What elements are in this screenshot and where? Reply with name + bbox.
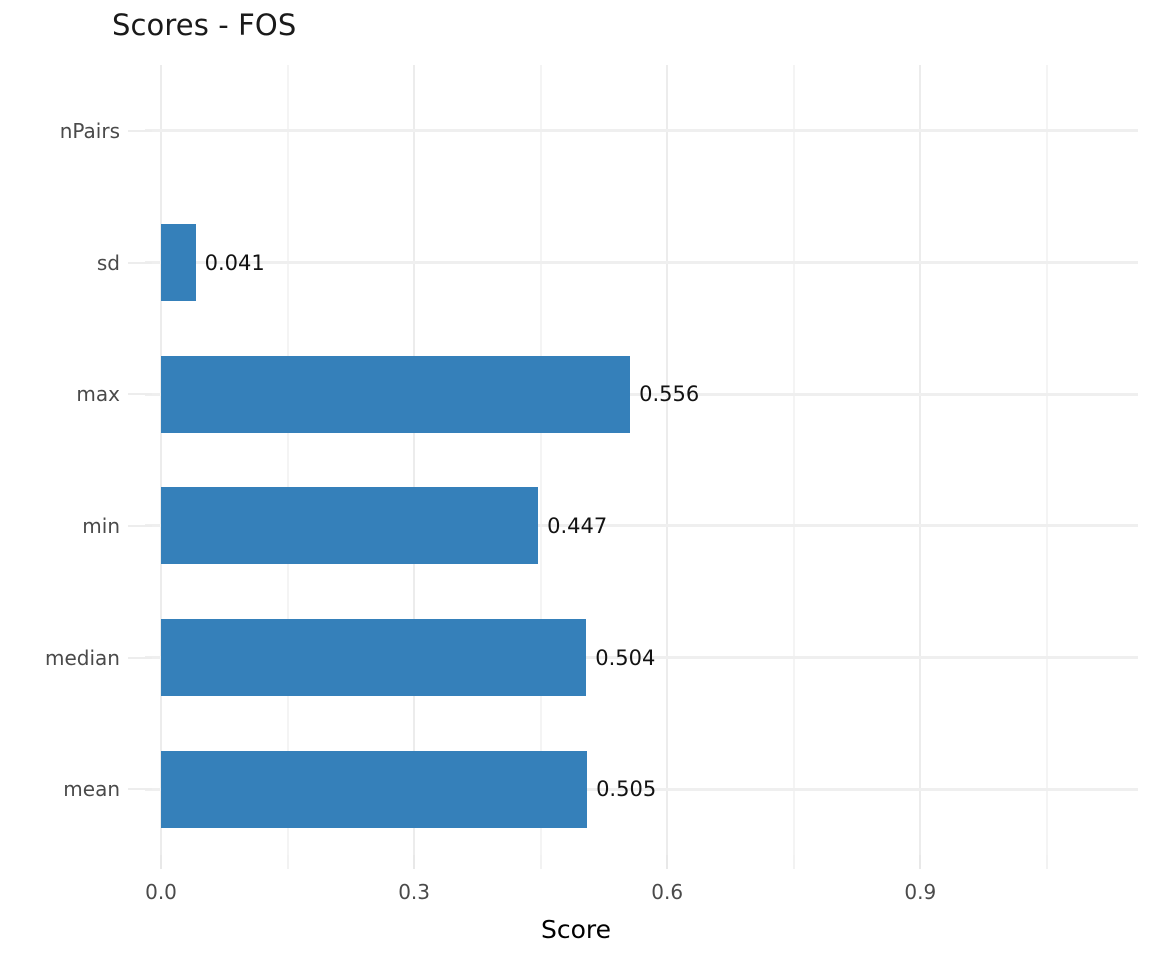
- x-axis-tick-minor: [792, 855, 795, 869]
- bar-value-label-sd: 0.041: [204, 250, 265, 275]
- gridline-horizontal: [145, 656, 1138, 659]
- y-axis-tick-min: [128, 524, 152, 527]
- x-axis-tick-0.6: [666, 855, 669, 869]
- x-axis-tick-minor: [539, 855, 542, 869]
- bar-value-label-min: 0.447: [547, 513, 608, 538]
- bar-median: [161, 619, 587, 696]
- y-axis-label-max: max: [76, 382, 120, 407]
- bar-value-label-max: 0.556: [639, 382, 700, 407]
- gridline-vertical-major: [919, 65, 922, 855]
- gridline-vertical-minor: [539, 65, 542, 855]
- x-axis-title: Score: [540, 915, 612, 944]
- x-axis-tick-labels: 0.0 0.3 0.6 0.9: [145, 880, 1138, 910]
- x-axis-tick-0.0: [160, 855, 162, 869]
- y-axis-label-min: min: [82, 513, 120, 538]
- x-axis-tick-minor: [1045, 855, 1048, 869]
- y-axis-tick-sd: [128, 261, 152, 264]
- bar-max: [161, 355, 631, 433]
- y-axis-tick-nPairs: [128, 129, 152, 132]
- gridline-horizontal: [145, 524, 1138, 528]
- y-axis-tick-mean: [128, 788, 152, 791]
- bar-min: [161, 487, 539, 565]
- gridline-horizontal: [145, 787, 1138, 791]
- plot-area: 0.041 0.556 0.447 0.504 0.505: [145, 65, 1138, 855]
- x-axis-tick-0.3: [413, 855, 416, 869]
- bar-mean: [161, 750, 588, 828]
- gridline-horizontal: [145, 392, 1138, 396]
- gridline-vertical-major: [666, 65, 669, 855]
- bar-value-label-median: 0.504: [595, 645, 656, 670]
- x-axis-label-0.6: 0.6: [651, 880, 684, 904]
- gridline-horizontal: [145, 261, 1138, 264]
- gridline-vertical-major: [160, 65, 162, 855]
- y-axis-label-sd: sd: [96, 250, 120, 275]
- y-axis-label-median: median: [45, 645, 120, 670]
- y-axis-tick-median: [128, 656, 152, 659]
- gridline-vertical-minor: [1045, 65, 1048, 855]
- x-axis-label-0.3: 0.3: [398, 880, 430, 904]
- gridline-vertical-minor: [792, 65, 795, 855]
- x-axis-label-0.0: 0.0: [145, 880, 177, 904]
- x-axis-tick-minor: [286, 855, 289, 869]
- x-axis-tick-0.9: [919, 855, 922, 869]
- gridline-horizontal: [145, 129, 1138, 133]
- y-axis-label-mean: mean: [63, 777, 120, 802]
- y-axis-tick-labels: nPairs sd max min median mean: [0, 65, 120, 855]
- chart-title: Scores - FOS: [112, 8, 297, 42]
- y-axis-label-nPairs: nPairs: [59, 118, 120, 143]
- x-axis-label-0.9: 0.9: [904, 880, 937, 904]
- bar-sd: [161, 224, 196, 301]
- y-axis-tick-max: [128, 393, 152, 396]
- gridline-vertical-minor: [286, 65, 289, 855]
- bar-value-label-mean: 0.505: [596, 777, 657, 802]
- gridline-vertical-major: [413, 65, 416, 855]
